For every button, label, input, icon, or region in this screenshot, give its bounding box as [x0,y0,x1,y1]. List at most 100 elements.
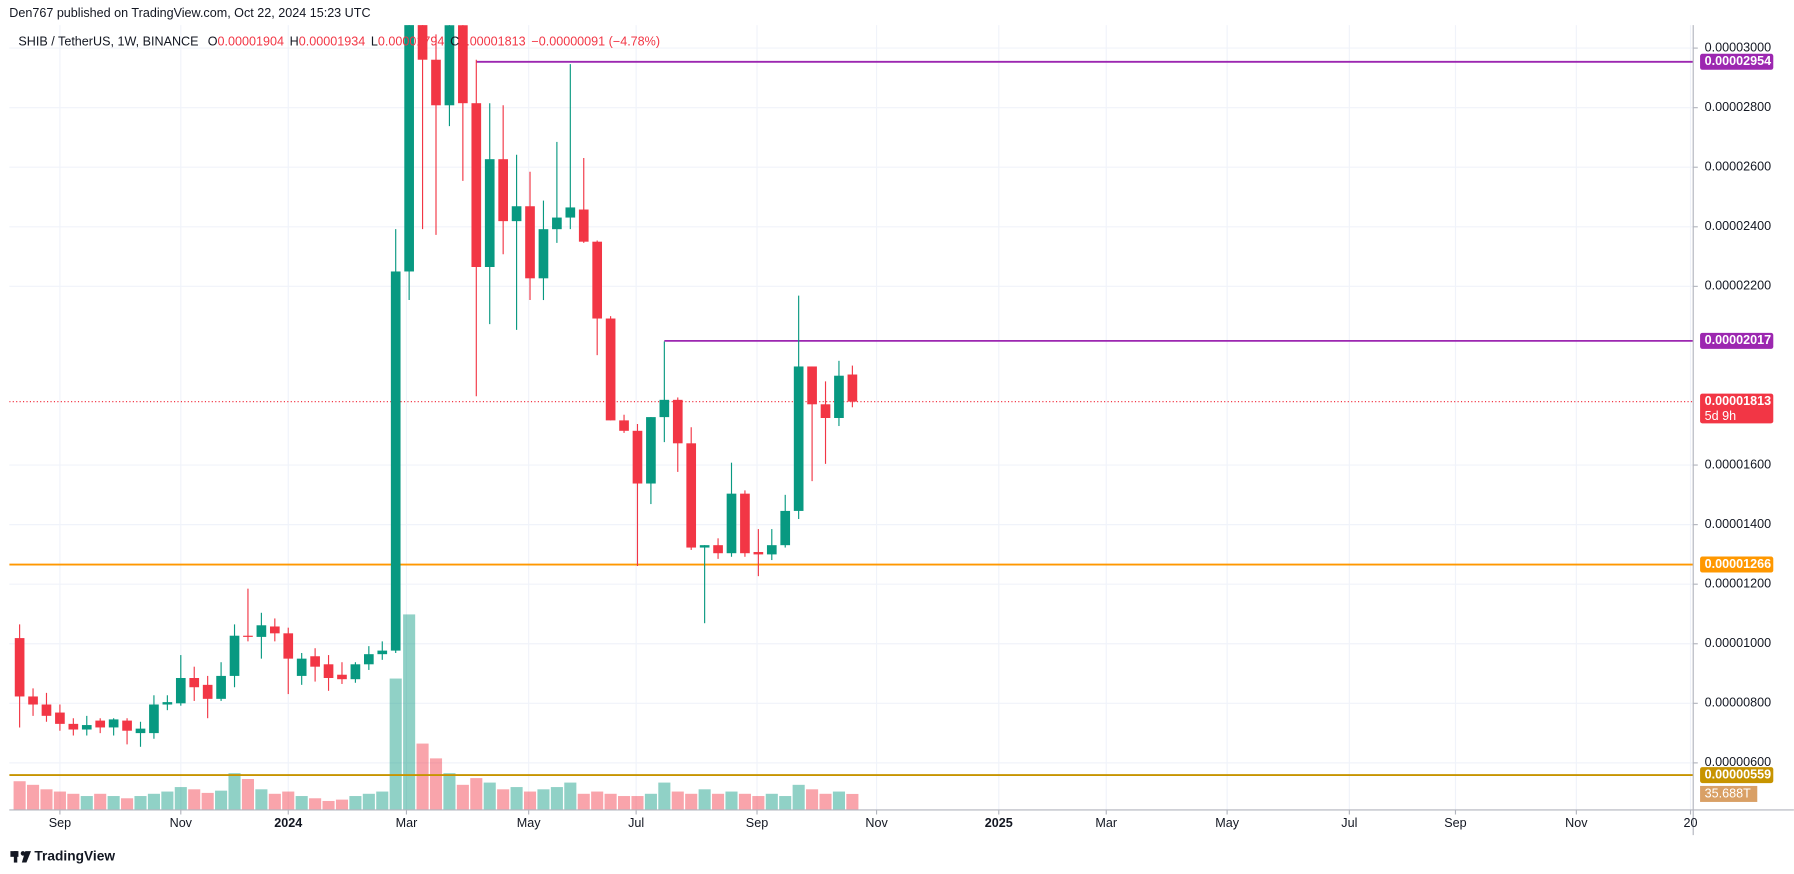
volume-bar [429,758,443,810]
volume-bar [510,787,523,810]
candle-body [538,229,549,279]
volume-bar [295,796,308,810]
x-tick-label: 20 [1684,816,1698,830]
candle-body [68,723,79,730]
candle-body [847,374,858,402]
candle-body [632,430,643,484]
volume-bar [389,678,402,810]
y-tick-label: 0.00002600 [1705,160,1771,174]
volume-bar [94,793,107,810]
candle-body [471,103,482,268]
x-tick-label: 2024 [274,816,302,830]
x-tick-label: May [1215,816,1239,830]
level-label-bg [1700,332,1774,349]
published-note: Den767 published on TradingView.com, Oct… [9,6,370,20]
footer-brand: TradingView [34,848,115,863]
volume-bar [644,793,657,810]
candle-body [458,25,468,104]
candle-body [377,650,388,655]
y-tick-label: 0.00001200 [1705,577,1771,591]
y-tick-label: 0.00002400 [1705,219,1771,233]
candle-body [807,366,817,405]
volume-bar [309,798,322,810]
candle-body [699,545,710,548]
volume-bar [134,796,147,810]
volume-bar [631,796,644,810]
candle-body [256,625,267,637]
volume-bar [832,791,845,810]
volume-bar [443,773,456,810]
candle-body [41,704,52,716]
candle-body [834,375,844,418]
volume-bar [147,793,160,810]
volume-bar [577,793,590,810]
candle-body [337,674,347,680]
y-tick-label: 0.00000800 [1705,696,1771,710]
candle-body [323,664,334,679]
candle-body [95,720,106,728]
x-tick-label: Sep [1444,816,1466,830]
volume-label: 35.688T [1705,786,1751,800]
volume-bar [121,798,134,810]
ohlc-value: 0.00001794 [378,35,444,49]
candle-body [364,654,374,665]
volume-bar [537,789,550,810]
ohlc-key: L [371,35,378,49]
volume-bar [40,789,53,810]
candle-body [444,25,455,106]
volume-bar [456,784,469,810]
candle-body [646,417,656,484]
candle-body [14,638,25,697]
candle-body [108,719,119,728]
candle-body [81,725,92,730]
volume-bar [617,796,631,810]
candle-body [552,217,562,230]
volume-bar [67,793,80,810]
logo-mark [21,851,32,863]
x-tick-label: Sep [746,816,768,830]
candle-body [149,704,159,734]
candle-body [619,420,629,431]
level-label: 0.00001266 [1705,557,1771,571]
candle-body [740,493,750,554]
candle-body [820,404,831,418]
level-label: 0.00002017 [1705,333,1771,347]
candle-body [135,728,146,734]
logo-mark [20,851,26,856]
x-tick-label: Nov [865,816,888,830]
candle-body [578,209,589,242]
volume-bar [215,790,228,810]
volume-bar [322,800,335,810]
volume-label-bg [1700,785,1758,802]
volume-bar [604,793,617,810]
x-tick-label: Nov [1565,816,1588,830]
volume-bar [671,791,684,810]
volume-bar [27,784,40,810]
candle-body [605,318,616,421]
x-tick-label: Mar [396,816,418,830]
candle-body [175,678,186,704]
volume-bar [765,793,778,810]
level-label-bg [1700,767,1774,784]
candle-body [162,702,173,705]
volume-bar [483,782,496,810]
plot-area [9,25,1694,810]
footer-logo: TradingView [10,848,115,863]
volume-bar [698,789,711,810]
candle-body [793,366,804,511]
volume-bar [362,793,375,810]
volume-bar [349,796,362,810]
x-tick-label: May [517,816,541,830]
x-tick-label: Nov [170,816,193,830]
x-tick-label: 2025 [985,816,1013,830]
candle-body [484,159,495,268]
x-tick-label: Jul [628,816,644,830]
volume-bar [53,791,66,810]
level-label-bg [1700,53,1774,70]
countdown-label: 5d 9h [1705,409,1736,423]
volume-bar [752,796,765,810]
candle-body [592,241,603,319]
candle-body [780,510,791,546]
candle-body [55,712,65,724]
